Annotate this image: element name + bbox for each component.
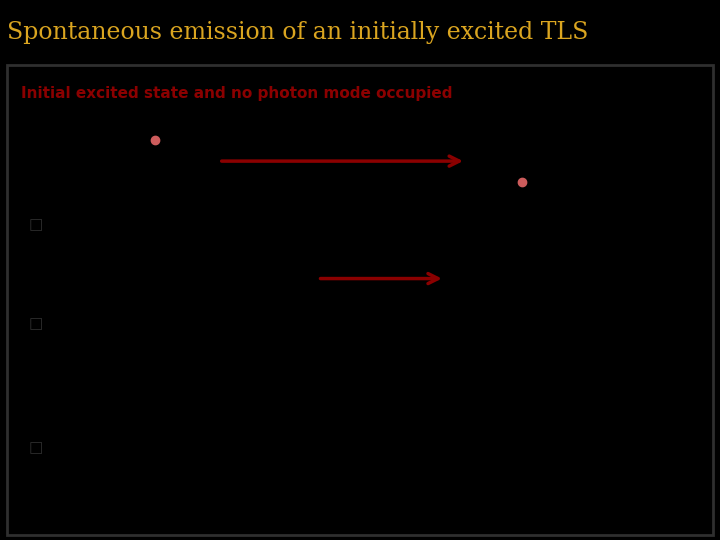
Text: Notice that there are an infinite number of channels for decay each with a small: Notice that there are an infinite number… [57,316,631,330]
Text: $\left\{ |e\rangle \otimes |0...0...0\rangle,\, |g\rangle \otimes |0...\right.$: $\left\{ |e\rangle \otimes |0...0...0\ra… [163,488,404,510]
Text: Only one possible process (destroy excitation in the TLS and excite a photon mod: Only one possible process (destroy excit… [57,218,581,231]
Text: $|g\rangle$: $|g\rangle$ [102,174,120,191]
Text: Dynamics is purely unitary in an infinitely dimensional Hilbert space with basis: Dynamics is purely unitary in an infinit… [57,441,593,454]
Text: □: □ [28,217,42,232]
Text: □: □ [28,440,42,455]
Text: $|e\rangle$: $|e\rangle$ [102,132,120,148]
Text: $....1_k..0\rangle$: $....1_k..0\rangle$ [564,269,644,288]
Text: $|e\rangle$: $|e\rangle$ [469,132,487,148]
Text: Initial excited state and no photon mode occupied: Initial excited state and no photon mode… [22,86,453,101]
Text: □: □ [28,316,42,330]
Text: related to the TLS-photon coupling: related to the TLS-photon coupling [57,342,274,355]
Text: $\left. ....1_k..0\rangle \right\}$: $\left. ....1_k..0\rangle \right\}$ [487,489,584,510]
Text: Spontaneous emission of an initially excited TLS: Spontaneous emission of an initially exc… [7,21,588,44]
Text: $|g\rangle \otimes |0...$: $|g\rangle \otimes |0...$ [459,268,534,288]
Text: $|e\rangle \otimes |0...0...0\rangle$: $|e\rangle \otimes |0...0...0\rangle$ [113,268,240,288]
Text: $|g\rangle$: $|g\rangle$ [469,174,487,191]
Text: $g_k = \sqrt{\dfrac{\hbar\omega_k}{2\varepsilon_0 V}} \dfrac{\mathbf{d} \cdot \h: $g_k = \sqrt{\dfrac{\hbar\omega_k}{2\var… [132,360,377,409]
